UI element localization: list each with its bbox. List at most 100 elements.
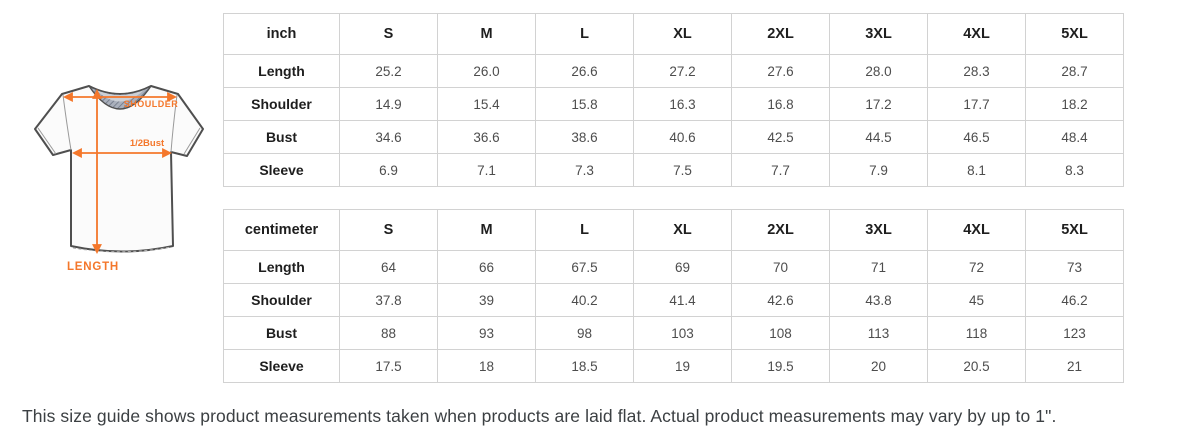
value-cell: 8.3 xyxy=(1025,153,1124,187)
value-cell: 20.5 xyxy=(927,349,1026,383)
size-tables: inch S M L XL 2XL 3XL 4XL 5XL Length 25.… xyxy=(223,13,1124,383)
value-cell: 15.4 xyxy=(437,87,536,121)
bust-label: 1/2Bust xyxy=(130,138,165,149)
value-cell: 72 xyxy=(927,250,1026,284)
value-cell: 20 xyxy=(829,349,928,383)
size-header-cell: S xyxy=(339,13,438,55)
value-cell: 21 xyxy=(1025,349,1124,383)
table-row: Shoulder 37.8 39 40.2 41.4 42.6 43.8 45 … xyxy=(223,283,1124,317)
size-header-cell: 3XL xyxy=(829,209,928,251)
value-cell: 43.8 xyxy=(829,283,928,317)
value-cell: 17.7 xyxy=(927,87,1026,121)
value-cell: 46.5 xyxy=(927,120,1026,154)
value-cell: 67.5 xyxy=(535,250,634,284)
value-cell: 7.7 xyxy=(731,153,830,187)
value-cell: 18.2 xyxy=(1025,87,1124,121)
size-header-cell: L xyxy=(535,13,634,55)
value-cell: 39 xyxy=(437,283,536,317)
value-cell: 66 xyxy=(437,250,536,284)
size-guide-note: This size guide shows product measuremen… xyxy=(22,406,1057,426)
header-row: centimeter S M L XL 2XL 3XL 4XL 5XL xyxy=(223,209,1124,251)
value-cell: 15.8 xyxy=(535,87,634,121)
row-label-cell: Bust xyxy=(223,120,340,154)
value-cell: 69 xyxy=(633,250,732,284)
value-cell: 40.6 xyxy=(633,120,732,154)
hem-stitch xyxy=(72,246,172,253)
table-row: Sleeve 6.9 7.1 7.3 7.5 7.7 7.9 8.1 8.3 xyxy=(223,153,1124,187)
value-cell: 37.8 xyxy=(339,283,438,317)
value-cell: 16.3 xyxy=(633,87,732,121)
value-cell: 38.6 xyxy=(535,120,634,154)
value-cell: 41.4 xyxy=(633,283,732,317)
value-cell: 40.2 xyxy=(535,283,634,317)
value-cell: 27.6 xyxy=(731,54,830,88)
value-cell: 45 xyxy=(927,283,1026,317)
value-cell: 28.7 xyxy=(1025,54,1124,88)
header-row: inch S M L XL 2XL 3XL 4XL 5XL xyxy=(223,13,1124,55)
value-cell: 7.3 xyxy=(535,153,634,187)
size-header-cell: XL xyxy=(633,209,732,251)
row-label-cell: Length xyxy=(223,250,340,284)
value-cell: 118 xyxy=(927,316,1026,350)
table-row: Bust 88 93 98 103 108 113 118 123 xyxy=(223,316,1124,350)
row-label-cell: Bust xyxy=(223,316,340,350)
value-cell: 44.5 xyxy=(829,120,928,154)
value-cell: 8.1 xyxy=(927,153,1026,187)
right-cuff-stitch xyxy=(183,127,201,155)
table-row: Bust 34.6 36.6 38.6 40.6 42.5 44.5 46.5 … xyxy=(223,120,1124,154)
value-cell: 46.2 xyxy=(1025,283,1124,317)
row-label-cell: Shoulder xyxy=(223,87,340,121)
value-cell: 25.2 xyxy=(339,54,438,88)
row-label-cell: Length xyxy=(223,54,340,88)
value-cell: 16.8 xyxy=(731,87,830,121)
shoulder-label: SHOULDER xyxy=(124,99,179,109)
size-header-cell: M xyxy=(437,209,536,251)
size-header-cell: 5XL xyxy=(1025,209,1124,251)
size-header-cell: 2XL xyxy=(731,13,830,55)
row-label-cell: Sleeve xyxy=(223,349,340,383)
table-row: Sleeve 17.5 18 18.5 19 19.5 20 20.5 21 xyxy=(223,349,1124,383)
size-header-cell: 2XL xyxy=(731,209,830,251)
size-header-cell: M xyxy=(437,13,536,55)
value-cell: 34.6 xyxy=(339,120,438,154)
left-cuff-stitch xyxy=(37,127,57,155)
value-cell: 19.5 xyxy=(731,349,830,383)
size-table-centimeter: centimeter S M L XL 2XL 3XL 4XL 5XL Leng… xyxy=(223,209,1124,383)
value-cell: 7.9 xyxy=(829,153,928,187)
value-cell: 108 xyxy=(731,316,830,350)
value-cell: 42.6 xyxy=(731,283,830,317)
value-cell: 36.6 xyxy=(437,120,536,154)
tshirt-illustration: SHOULDER 1/2Bust LENGTH xyxy=(34,85,204,273)
value-cell: 14.9 xyxy=(339,87,438,121)
value-cell: 98 xyxy=(535,316,634,350)
value-cell: 42.5 xyxy=(731,120,830,154)
value-cell: 70 xyxy=(731,250,830,284)
value-cell: 17.2 xyxy=(829,87,928,121)
value-cell: 28.0 xyxy=(829,54,928,88)
value-cell: 113 xyxy=(829,316,928,350)
value-cell: 71 xyxy=(829,250,928,284)
value-cell: 103 xyxy=(633,316,732,350)
size-header-cell: 4XL xyxy=(927,209,1026,251)
size-header-cell: 5XL xyxy=(1025,13,1124,55)
value-cell: 28.3 xyxy=(927,54,1026,88)
length-label: LENGTH xyxy=(67,261,119,273)
value-cell: 7.5 xyxy=(633,153,732,187)
size-header-cell: S xyxy=(339,209,438,251)
table-row: Shoulder 14.9 15.4 15.8 16.3 16.8 17.2 1… xyxy=(223,87,1124,121)
value-cell: 7.1 xyxy=(437,153,536,187)
value-cell: 48.4 xyxy=(1025,120,1124,154)
value-cell: 88 xyxy=(339,316,438,350)
value-cell: 73 xyxy=(1025,250,1124,284)
size-header-cell: 4XL xyxy=(927,13,1026,55)
value-cell: 6.9 xyxy=(339,153,438,187)
value-cell: 18 xyxy=(437,349,536,383)
size-table-inch: inch S M L XL 2XL 3XL 4XL 5XL Length 25.… xyxy=(223,13,1124,187)
tshirt-body xyxy=(34,85,204,253)
value-cell: 123 xyxy=(1025,316,1124,350)
unit-header-cell: centimeter xyxy=(223,209,340,251)
size-header-cell: 3XL xyxy=(829,13,928,55)
size-header-cell: XL xyxy=(633,13,732,55)
value-cell: 17.5 xyxy=(339,349,438,383)
